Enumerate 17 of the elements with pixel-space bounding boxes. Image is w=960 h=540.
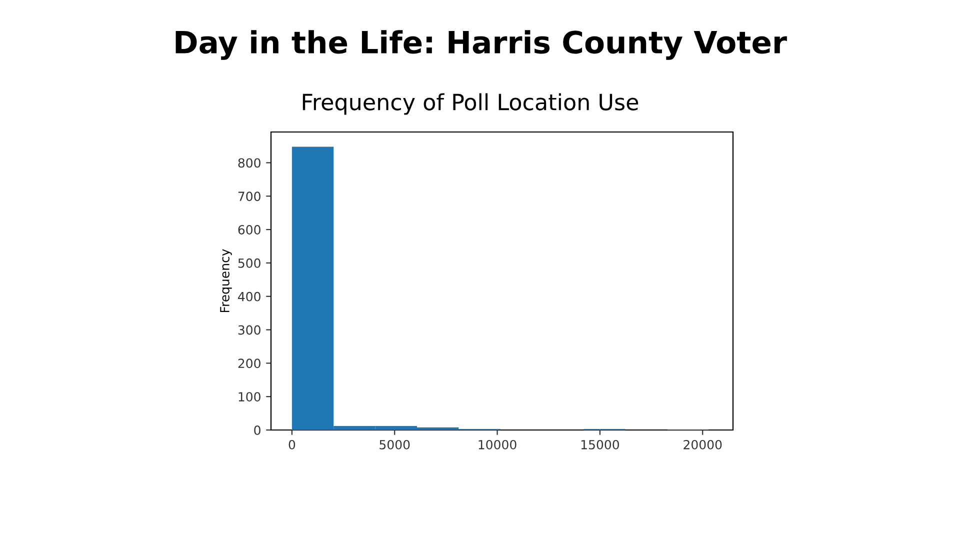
y-tick-label: 100 (238, 392, 260, 402)
y-axis-title: Frequency (220, 249, 232, 312)
y-tick-label: 800 (238, 158, 260, 168)
y-tick-label: 500 (238, 258, 260, 268)
y-tick-label: 0 (254, 425, 260, 435)
y-tick-label: 300 (238, 325, 260, 335)
x-tick-label: 5000 (380, 440, 410, 450)
x-tick-label: 15000 (581, 440, 619, 450)
y-tick-label: 200 (238, 358, 260, 368)
x-tick-label: 0 (288, 440, 296, 450)
y-tick-label: 400 (238, 292, 260, 302)
x-tick-label: 10000 (478, 440, 516, 450)
chart-title: Day in the Life: Harris County Voter (176, 30, 787, 60)
y-tick-label: 700 (238, 192, 260, 202)
y-tick-label: 600 (238, 225, 260, 234)
chart-subtitle: Frequency of Poll Location Use (302, 93, 638, 115)
x-tick-label: 20000 (684, 440, 722, 450)
